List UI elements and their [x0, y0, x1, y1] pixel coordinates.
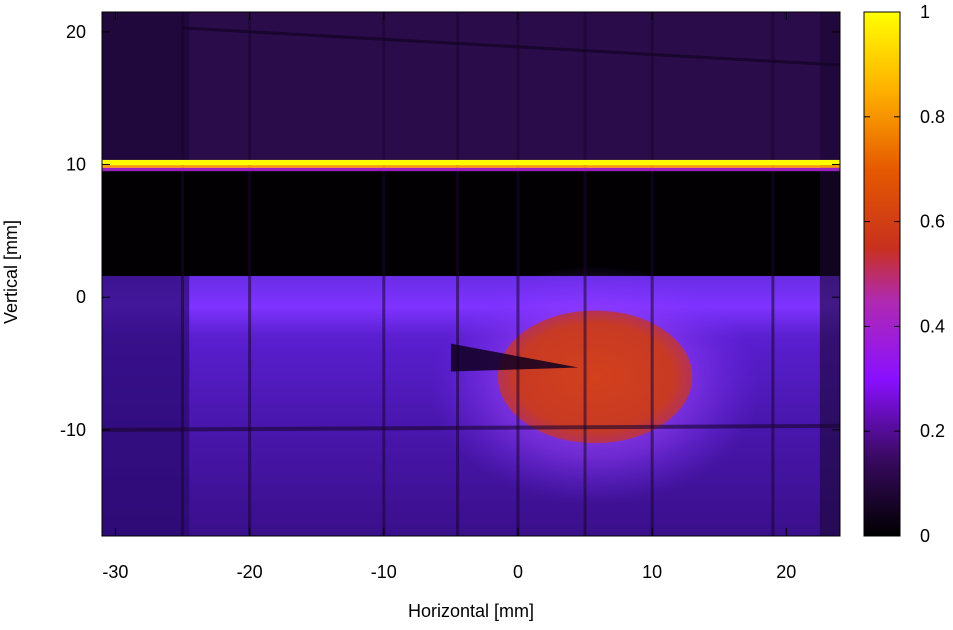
colorbar: [863, 11, 901, 537]
region-bright-edge-orange: [102, 165, 840, 168]
upper-slanted-line: [182, 26, 840, 67]
region-upper-background: [102, 12, 840, 165]
colorbar-tick-label: 0.2: [920, 421, 945, 441]
colorbar-tick-label: 0: [920, 526, 930, 546]
region-dark-band: [102, 169, 840, 276]
x-tick-label: 10: [642, 562, 662, 582]
colorbar-tick-label: 1: [920, 2, 930, 22]
x-tick-label: -30: [102, 562, 128, 582]
y-tick-label: 10: [66, 155, 86, 175]
x-axis: -30 -20 -10 0 10 20: [102, 12, 796, 582]
colorbar-tick-label: 0.4: [920, 316, 945, 336]
region-bright-edge: [102, 159, 840, 166]
left-edge-shade: [102, 275, 190, 536]
x-tick-label: 20: [776, 562, 796, 582]
grid-line-y-0: [102, 423, 840, 432]
y-tick-label: 20: [66, 22, 86, 42]
y-tick-label: -10: [60, 420, 86, 440]
colorbar-tick-label: 0.8: [920, 107, 945, 127]
colorbar-tick-label: 0.6: [920, 212, 945, 232]
x-tick-label: -20: [237, 562, 263, 582]
y-axis-label: Vertical [mm]: [1, 220, 21, 324]
region-bright-edge-purple: [102, 167, 840, 172]
x-tick-label: -10: [371, 562, 397, 582]
right-edge-shade: [819, 12, 840, 536]
y-tick-label: 0: [76, 287, 86, 307]
x-tick-label: 0: [513, 562, 523, 582]
shadow-wedge: [450, 343, 579, 372]
colorbar-axis: 0 0.2 0.4 0.6 0.8 1: [864, 2, 945, 546]
plot-frame: [101, 11, 841, 537]
heatmap-image: [102, 12, 840, 536]
x-axis-label: Horizontal [mm]: [408, 601, 534, 621]
y-axis: -10 0 10 20: [60, 22, 840, 440]
left-edge-shade-upper: [102, 12, 190, 161]
beam-spot: [497, 310, 693, 444]
